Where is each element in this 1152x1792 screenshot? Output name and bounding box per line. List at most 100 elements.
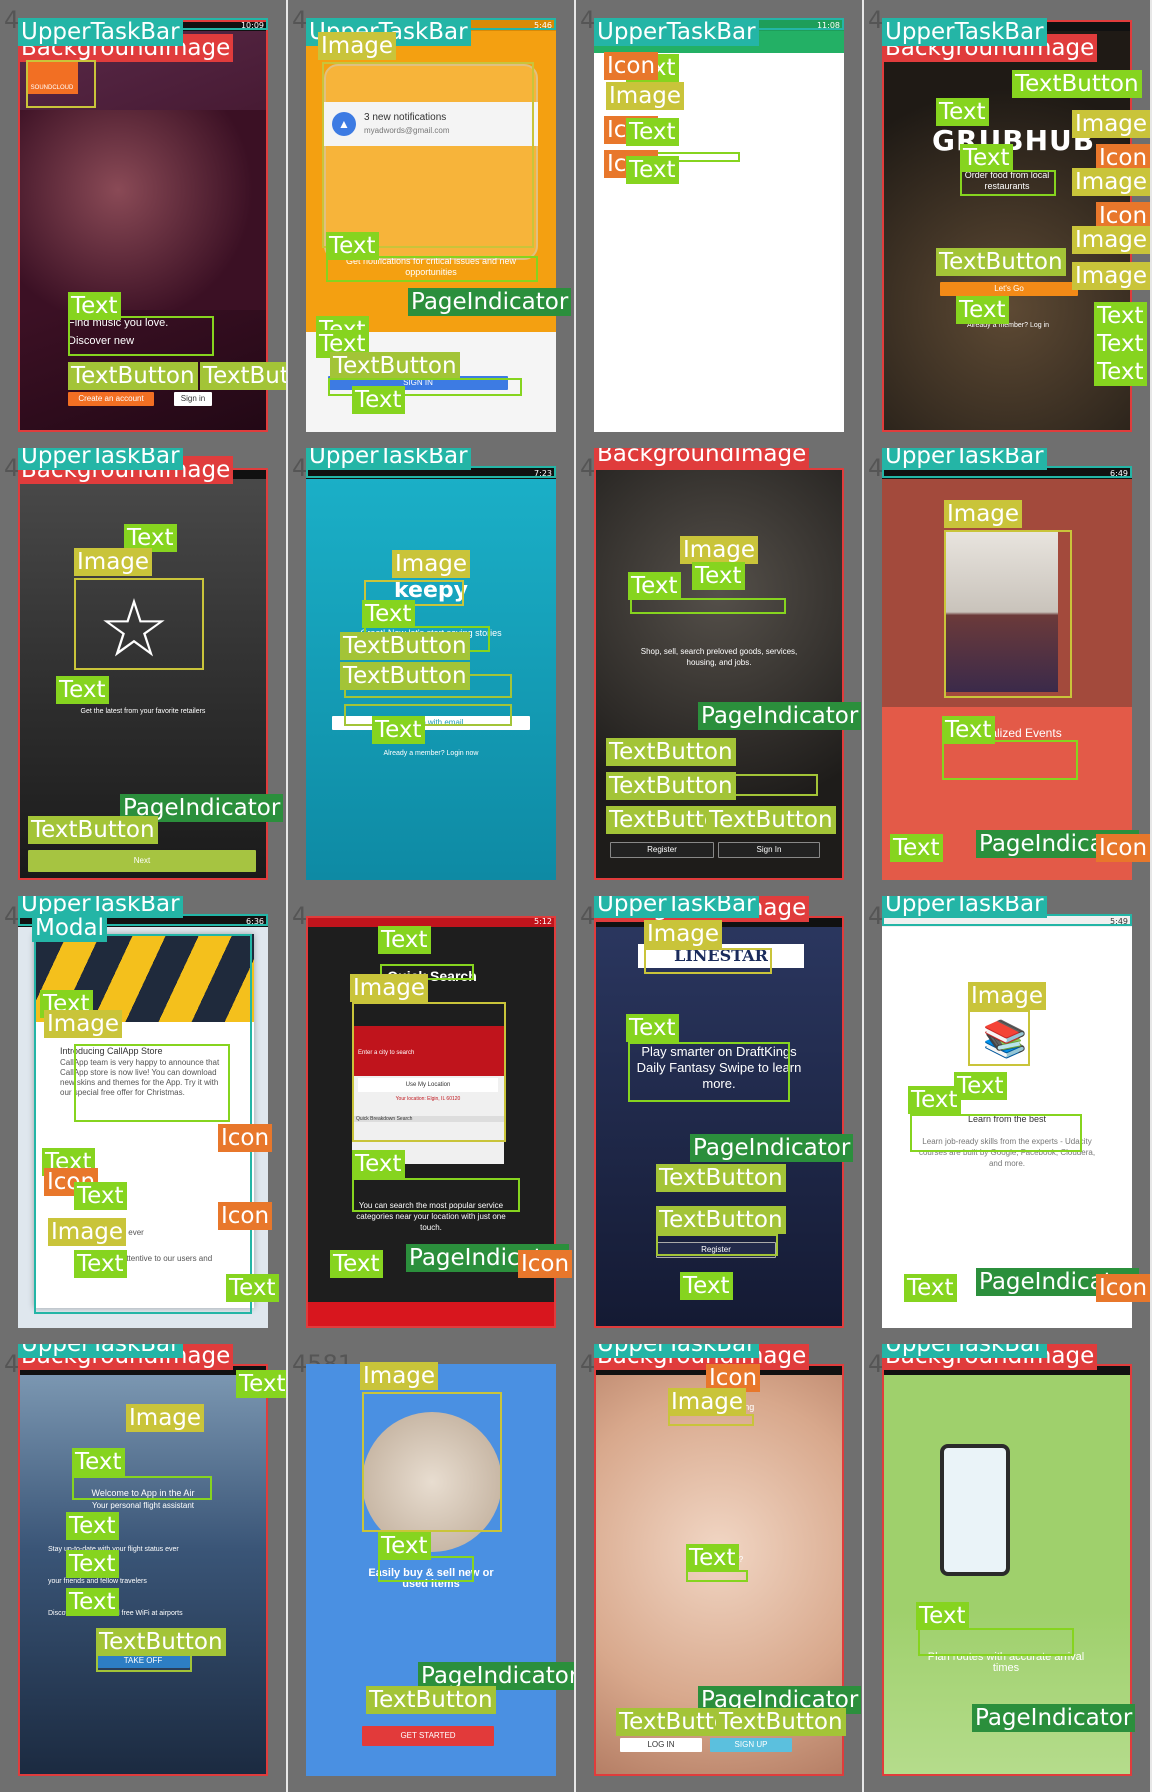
label-text: Text bbox=[326, 232, 379, 260]
label-icon-2: Icon bbox=[44, 1168, 99, 1196]
status-time: 5:46 bbox=[534, 21, 552, 30]
label-text: Text bbox=[124, 524, 177, 552]
sign-in-button[interactable]: Sign In bbox=[718, 842, 820, 858]
label-image: Image bbox=[44, 1010, 123, 1038]
cell-adwords: 4 5:46 ▲ 3 new notifications myadwords@g… bbox=[288, 0, 576, 448]
file-name: 4 bbox=[580, 6, 596, 34]
file-name: 4 bbox=[580, 1350, 596, 1378]
label-text-2: Text bbox=[680, 1272, 733, 1300]
file-name: 4 bbox=[4, 6, 20, 34]
sign-up-button[interactable]: SIGN UP bbox=[710, 1738, 792, 1752]
learning-illustration-icon: 📚 bbox=[982, 1018, 1028, 1059]
file-name: 4 bbox=[868, 1350, 884, 1378]
annotation-box-image bbox=[362, 1392, 502, 1532]
register-button[interactable]: Register bbox=[610, 842, 714, 858]
label-text: Text bbox=[954, 1072, 1007, 1100]
label-upper-task-bar: UpperTaskBar bbox=[594, 18, 759, 46]
take-off-button[interactable]: TAKE OFF bbox=[96, 1654, 190, 1668]
grubhub-logo: GRUBHUB bbox=[932, 124, 1096, 157]
label-image: Image bbox=[126, 1404, 205, 1432]
annotation-box-title bbox=[942, 740, 1078, 780]
screenshot: 6:49 Personalized Events bbox=[882, 468, 1132, 880]
notification-account: myadwords@gmail.com bbox=[364, 126, 450, 135]
next-button[interactable]: Next bbox=[28, 850, 256, 872]
star-newspaper-icon: ☆ bbox=[98, 584, 170, 673]
keepy-logo: keepy bbox=[394, 578, 468, 603]
use-location-button[interactable]: Use My Location bbox=[358, 1078, 498, 1092]
headline: Play smarter on DraftKings Daily Fantasy… bbox=[636, 1044, 802, 1091]
label-image: Image bbox=[1072, 110, 1150, 138]
feature-line-2: We are attentive to our users and bbox=[94, 1254, 213, 1263]
soundcloud-logo: SOUNDCLOUD bbox=[26, 60, 78, 94]
cell-callapp: 4 6:36 Introducing CallApp Store CallApp… bbox=[0, 896, 288, 1344]
sign-in-button[interactable]: Sign in bbox=[174, 392, 212, 406]
annotation-box-why bbox=[686, 1570, 748, 1582]
label-icon: Icon bbox=[706, 1364, 761, 1392]
login-link[interactable]: Already a member? Login now bbox=[383, 750, 479, 757]
label-text: Text bbox=[686, 1544, 739, 1572]
label-upper-task-bar: UpperTaskBar bbox=[594, 896, 759, 918]
subtitle: Get notifications for critical issues an… bbox=[345, 256, 517, 277]
cell-maps: 4 Plan routes with accurate arrival time… bbox=[864, 1344, 1152, 1792]
label-text: Text bbox=[362, 600, 415, 628]
label-icon: Icon bbox=[604, 52, 659, 80]
label-page-indicator: PageIndicator bbox=[698, 702, 862, 730]
cell-buy-sell: 4581 Easily buy & sell new or used items… bbox=[288, 1344, 576, 1792]
label-image: Image bbox=[944, 500, 1023, 528]
city-search-field[interactable]: Enter a city to search bbox=[358, 1050, 415, 1056]
label-upper-task-bar: UpperTaskBar bbox=[18, 1344, 183, 1358]
annotation-box-image bbox=[74, 578, 204, 670]
label-text-4: Text bbox=[66, 1550, 119, 1578]
label-text: Text bbox=[626, 1014, 679, 1042]
label-image: Image bbox=[968, 982, 1047, 1010]
file-name: 4 bbox=[4, 902, 20, 930]
file-name: 4 bbox=[292, 902, 308, 930]
label-icon-3: Icon bbox=[218, 1202, 273, 1230]
annotation-box-logo bbox=[26, 60, 96, 108]
phone-map-illustration bbox=[940, 1444, 1010, 1576]
label-upper-task-bar: UpperTaskBar bbox=[18, 448, 183, 470]
modal-body: CallApp team is very happy to announce t… bbox=[60, 1058, 220, 1097]
label-text: Text bbox=[378, 926, 431, 954]
log-in-button[interactable]: LOG IN bbox=[620, 1738, 702, 1752]
label-text-button-4: TextButton bbox=[706, 806, 836, 834]
label-page-indicator: PageIndicator bbox=[690, 1134, 854, 1162]
label-upper-task-bar: UpperTaskBar bbox=[18, 18, 183, 46]
subtitle: Your personal flight assistant bbox=[92, 1501, 194, 1510]
screenshot: 10:09 SOUNDCLOUD Find music you love. Di… bbox=[18, 20, 268, 432]
label-upper-task-bar: UpperTaskBar bbox=[882, 448, 1047, 470]
label-text-button: TextButton bbox=[606, 738, 736, 766]
description: Learn job-ready skills from the experts … bbox=[918, 1137, 1096, 1168]
status-bar: 7:23 bbox=[306, 468, 556, 479]
label-image: Image bbox=[318, 32, 397, 60]
label-icon-2: Icon bbox=[1096, 202, 1150, 230]
status-bar: 6:49 bbox=[882, 468, 1132, 479]
label-icon: Icon bbox=[1096, 144, 1150, 172]
login-link[interactable]: Already a member? Log in bbox=[966, 322, 1050, 329]
label-image: Image bbox=[668, 1388, 747, 1416]
notification-card: ▲ 3 new notifications myadwords@gmail.co… bbox=[324, 102, 538, 146]
cell-preloved: 46114.jpg Shop, sell, search preloved go… bbox=[576, 448, 864, 896]
label-text-button: TextButton bbox=[656, 1164, 786, 1192]
file-name: 4 bbox=[868, 902, 884, 930]
label-text: Text bbox=[942, 716, 995, 744]
breakdown-label: Quick Breakdown Search bbox=[352, 1116, 504, 1122]
annotation-box-preview bbox=[352, 1002, 506, 1142]
description: Plan routes with accurate arrival times bbox=[927, 1651, 1085, 1674]
annotation-box-brand bbox=[668, 1414, 754, 1426]
label-upper-task-bar: UpperTaskBar bbox=[882, 896, 1047, 918]
label-upper-task-bar: UpperTaskBar bbox=[882, 1344, 1047, 1358]
label-icon: Icon bbox=[1096, 834, 1150, 862]
status-time: 6:49 bbox=[1110, 469, 1128, 478]
label-text-3: Text bbox=[66, 1512, 119, 1540]
notification-title: 3 new notifications bbox=[364, 112, 447, 123]
create-account-button[interactable]: Create an account bbox=[68, 392, 154, 406]
annotation-box-subtitle bbox=[630, 598, 786, 614]
get-started-button[interactable]: GET STARTED bbox=[362, 1726, 494, 1746]
annotation-box-sign-in bbox=[328, 378, 522, 396]
lets-go-button[interactable]: Let's Go bbox=[940, 282, 1078, 296]
location-text: Your location: Elgin, IL 60120 bbox=[395, 1096, 461, 1102]
annotation-box-image bbox=[944, 530, 1072, 698]
label-text-button: TextButton bbox=[330, 352, 460, 380]
adwords-icon: ▲ bbox=[332, 112, 356, 136]
